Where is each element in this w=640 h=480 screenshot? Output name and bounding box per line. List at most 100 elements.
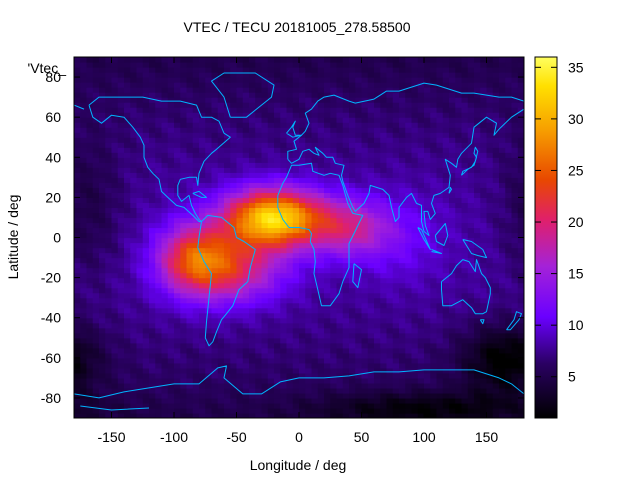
heatmap-cell <box>342 362 350 369</box>
heatmap-cell <box>361 132 369 138</box>
heatmap-cell <box>92 167 100 173</box>
heatmap-cell <box>424 182 431 188</box>
heatmap-cell <box>211 112 219 118</box>
heatmap-cell <box>99 307 106 314</box>
heatmap-cell <box>124 282 131 289</box>
heatmap-cell <box>130 392 138 399</box>
heatmap-cell <box>217 202 225 209</box>
heatmap-cell <box>199 397 206 404</box>
heatmap-cell <box>136 292 144 299</box>
heatmap-cell <box>405 172 413 178</box>
heatmap-cell <box>292 262 300 269</box>
heatmap-cell <box>155 297 163 304</box>
heatmap-cell <box>255 407 263 414</box>
heatmap-cell <box>111 227 119 234</box>
heatmap-cell <box>217 392 225 399</box>
heatmap-cell <box>130 272 138 279</box>
heatmap-cell <box>399 92 406 98</box>
heatmap-cell <box>517 192 524 198</box>
heatmap-cell <box>436 297 444 304</box>
heatmap-cell <box>149 137 156 143</box>
heatmap-cell <box>405 212 413 219</box>
heatmap-cell <box>349 377 356 384</box>
heatmap-cell <box>142 362 150 369</box>
heatmap-cell <box>449 267 456 274</box>
heatmap-cell <box>361 402 369 409</box>
heatmap-cell <box>261 357 269 364</box>
heatmap-cell <box>186 67 194 73</box>
heatmap-cell <box>111 362 119 369</box>
heatmap-cell <box>280 257 288 264</box>
heatmap-cell <box>386 187 394 193</box>
heatmap-cell <box>124 382 131 389</box>
heatmap-cell <box>461 172 469 178</box>
heatmap-cell <box>361 302 369 309</box>
heatmap-cell <box>92 242 100 249</box>
heatmap-cell <box>442 402 450 409</box>
heatmap-cell <box>492 287 500 294</box>
heatmap-cell <box>92 287 100 294</box>
heatmap-cell <box>430 402 438 409</box>
heatmap-cell <box>336 97 344 103</box>
heatmap-cell <box>149 117 156 123</box>
heatmap-cell <box>492 397 500 404</box>
heatmap-cell <box>299 237 306 244</box>
heatmap-cell <box>274 307 281 314</box>
heatmap-cell <box>480 132 488 138</box>
heatmap-cell <box>399 367 406 374</box>
heatmap-cell <box>499 327 506 334</box>
heatmap-cell <box>136 402 144 409</box>
heatmap-cell <box>242 197 250 203</box>
heatmap-cell <box>299 182 306 188</box>
heatmap-cell <box>305 157 313 163</box>
heatmap-cell <box>249 127 256 133</box>
heatmap-cell <box>174 107 181 113</box>
heatmap-cell <box>317 277 325 284</box>
heatmap-cell <box>105 342 113 349</box>
heatmap-cell <box>167 402 175 409</box>
heatmap-cell <box>124 237 131 244</box>
heatmap-cell <box>99 192 106 198</box>
heatmap-cell <box>467 102 475 108</box>
heatmap-cell <box>405 257 413 264</box>
heatmap-cell <box>74 232 81 239</box>
heatmap-cell <box>142 112 150 118</box>
heatmap-cell <box>199 257 206 264</box>
heatmap-cell <box>499 87 506 93</box>
heatmap-cell <box>261 392 269 399</box>
heatmap-cell <box>130 207 138 214</box>
heatmap-cell <box>211 397 219 404</box>
heatmap-cell <box>305 252 313 259</box>
heatmap-cell <box>74 102 81 108</box>
heatmap-cell <box>136 97 144 103</box>
heatmap-cell <box>224 172 231 178</box>
heatmap-cell <box>349 252 356 259</box>
heatmap-cell <box>492 372 500 379</box>
heatmap-cell <box>124 292 131 299</box>
heatmap-cell <box>155 227 163 234</box>
heatmap-cell <box>99 97 106 103</box>
heatmap-cell <box>417 297 425 304</box>
heatmap-cell <box>417 132 425 138</box>
heatmap-cell <box>80 352 88 359</box>
heatmap-cell <box>211 322 219 329</box>
heatmap-cell <box>261 257 269 264</box>
heatmap-cell <box>199 207 206 214</box>
heatmap-cell <box>499 402 506 409</box>
heatmap-cell <box>130 347 138 354</box>
heatmap-cell <box>399 232 406 239</box>
heatmap-cell <box>180 337 188 344</box>
heatmap-cell <box>280 82 288 88</box>
heatmap-cell <box>392 342 400 349</box>
heatmap-cell <box>149 287 156 294</box>
heatmap-cell <box>249 282 256 289</box>
heatmap-cell <box>411 117 419 123</box>
heatmap-cell <box>161 77 169 83</box>
heatmap-cell <box>486 327 494 334</box>
heatmap-cell <box>230 112 238 118</box>
heatmap-cell <box>111 187 119 193</box>
heatmap-cell <box>361 392 369 399</box>
heatmap-cell <box>449 412 456 418</box>
heatmap-cell <box>330 137 338 143</box>
heatmap-cell <box>186 222 194 229</box>
